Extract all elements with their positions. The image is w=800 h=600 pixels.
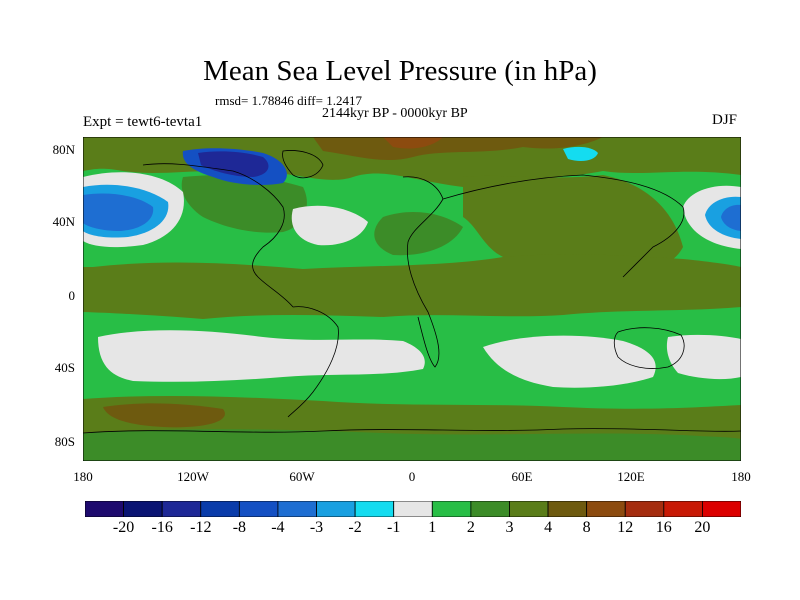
colorbar-label: 3 [505, 519, 514, 536]
experiment-label: Expt = tewt6-tevta1 [83, 114, 203, 130]
colorbar-swatch [316, 501, 356, 517]
colorbar-label: 1 [428, 519, 437, 536]
colorbar-label: 20 [694, 519, 711, 536]
asia-coast [442, 174, 685, 278]
colorbar-label: -1 [387, 519, 401, 536]
lat-label-80n: 80N [52, 142, 75, 157]
colorbar-swatch [277, 501, 317, 517]
lon-label-120e: 120E [617, 469, 645, 484]
aleutian-low-left-3 [83, 193, 154, 231]
colorbar-swatch [509, 501, 549, 517]
colorbar-swatch [702, 501, 741, 517]
tropical-positive-belt [83, 254, 741, 319]
colorbar-swatch [238, 501, 279, 517]
arctic-strong-positive [313, 137, 603, 161]
colorbar-label: -12 [190, 519, 212, 536]
arctic-peak [383, 137, 443, 149]
colorbar-swatch [161, 501, 202, 517]
rmsd-diff-stats: rmsd= 1.78846 diff= 1.2417 [215, 93, 362, 108]
colorbar-label: -2 [348, 519, 362, 536]
antarctic-positive [83, 429, 741, 461]
colorbar-label: -16 [151, 519, 173, 536]
colorbar-label: -20 [112, 519, 135, 536]
colorbar-swatch [547, 501, 588, 517]
greenland-negative-core [198, 151, 269, 177]
south-pacific-weak [666, 334, 741, 380]
colorbar-label: 8 [582, 519, 591, 536]
colorbar-label: 12 [617, 519, 634, 536]
aleutian-low-right-3 [721, 204, 741, 231]
colorbar-label: 2 [466, 519, 475, 536]
colorbar-swatch [200, 501, 240, 517]
colorbar [85, 501, 741, 517]
australia-coast [613, 327, 685, 369]
north-america-coast [142, 163, 294, 308]
colorbar-swatch [123, 501, 163, 517]
lon-label-60e: 60E [511, 469, 533, 484]
lon-label-120w: 120W [177, 469, 209, 484]
southern-weak-belt [98, 330, 425, 382]
lat-label-equator: 0 [68, 288, 76, 303]
colorbar-swatch [354, 501, 395, 517]
colorbar-label: -8 [232, 519, 247, 536]
lon-label-180-left: 180 [73, 469, 93, 484]
antarctica-coast [83, 428, 741, 434]
time-period: 2144kyr BP - 0000kyr BP [322, 106, 468, 121]
colorbar-swatch [85, 501, 124, 517]
map-title: Mean Sea Level Pressure (in hPa) [203, 55, 597, 87]
colorbar-swatch [393, 501, 433, 517]
lat-label-40s: 40S [54, 360, 75, 375]
lon-label-180-right: 180 [731, 469, 751, 484]
colorbar-label: -3 [309, 519, 324, 536]
colorbar-swatch [663, 501, 703, 517]
greenland-coast [282, 150, 324, 179]
south-indian-weak [483, 335, 656, 388]
pressure-anomaly-map [83, 137, 741, 461]
colorbar-label: -4 [271, 519, 285, 536]
coastlines [83, 150, 741, 434]
colorbar-swatch [624, 501, 665, 517]
north-america-positive [181, 175, 307, 233]
north-atlantic-weak [291, 205, 368, 246]
southern-ocean-strong [103, 403, 225, 428]
season-label: DJF [712, 112, 738, 128]
lon-label-60w: 60W [289, 469, 315, 484]
south-america-coast [287, 306, 339, 418]
lat-label-40n: 40N [52, 214, 75, 229]
siberia-negative [563, 146, 598, 161]
colorbar-label: 4 [544, 519, 553, 536]
eurasia-positive-2 [374, 212, 463, 256]
colorbar-label: 16 [655, 519, 672, 536]
lat-label-80s: 80S [54, 434, 75, 449]
europe-africa-coast [402, 176, 444, 368]
colorbar-swatch [470, 501, 510, 517]
lon-label-0: 0 [408, 469, 416, 484]
eurasia-positive [463, 175, 683, 274]
colorbar-swatch [431, 501, 472, 517]
colorbar-swatch [586, 501, 626, 517]
